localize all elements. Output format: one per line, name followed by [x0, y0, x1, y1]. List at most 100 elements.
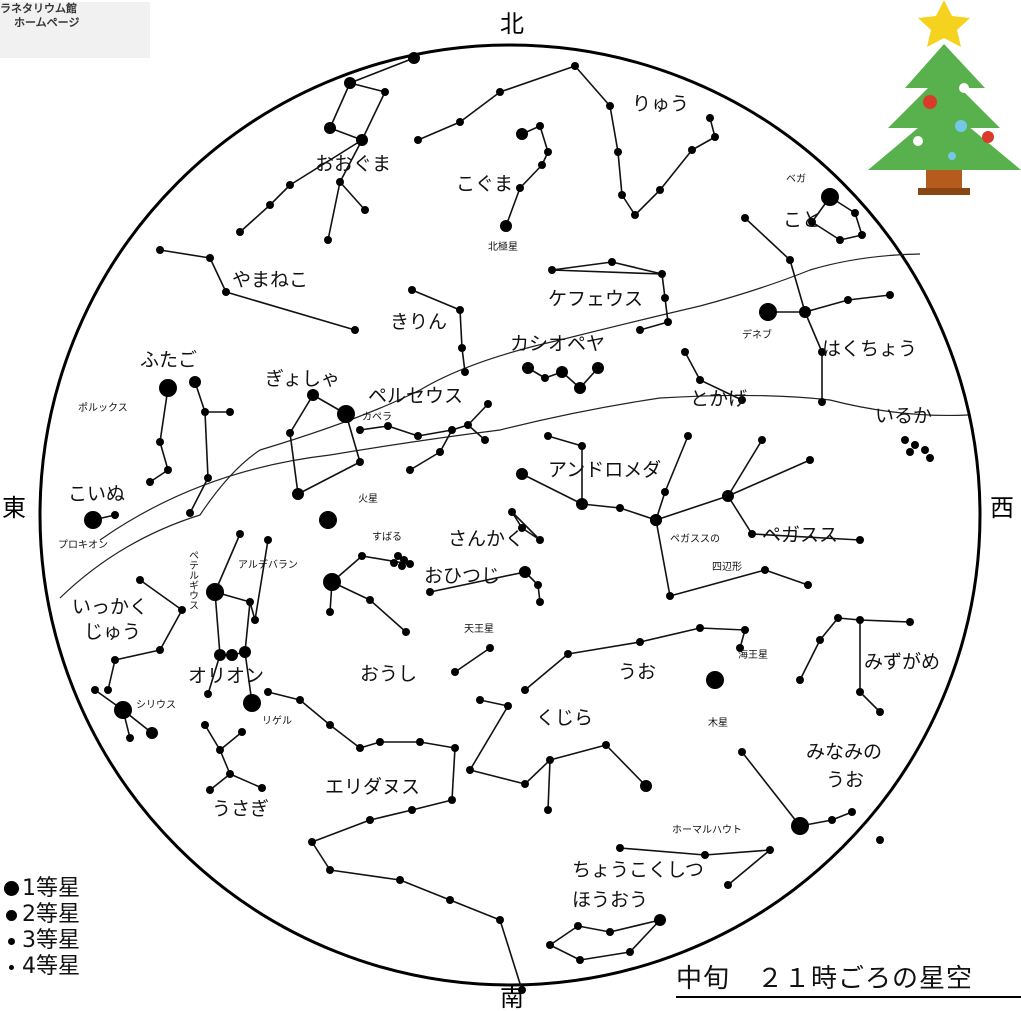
koinu-star — [111, 511, 119, 519]
orion-line — [207, 654, 221, 695]
iruka-star — [926, 454, 934, 462]
label-rigel: リゲル — [262, 715, 292, 727]
label-ryuu: りゅう — [632, 93, 689, 115]
label-ohitsuji: おひつじ — [424, 565, 500, 587]
yamaneko-line — [159, 249, 211, 259]
kirin-star — [461, 368, 469, 376]
uo-star — [696, 624, 704, 632]
oushi-line — [369, 599, 407, 633]
logo: ラネタリウム館 ホームページ — [0, 2, 150, 58]
sirius-group-star — [146, 727, 158, 739]
pegasus-star — [806, 456, 814, 464]
futago-star — [159, 379, 177, 397]
logo-line-1: ラネタリウム館 — [0, 2, 77, 15]
minaminouo-star — [828, 816, 836, 824]
label-square-2: 四辺形 — [712, 561, 742, 573]
koguma-line — [519, 164, 543, 189]
mizugame-star — [876, 708, 884, 716]
futago-star — [226, 408, 234, 416]
pegasus-star — [666, 592, 674, 600]
legend-row-3: 3等星 — [2, 928, 152, 954]
kujira-line — [547, 759, 551, 811]
minaminouo-star — [738, 748, 746, 756]
sirius-group-star — [114, 701, 132, 719]
kirin-star — [456, 306, 464, 314]
uo-line — [567, 641, 641, 655]
uo-star — [564, 650, 572, 658]
futago-line — [159, 441, 169, 471]
orion-star — [204, 690, 212, 698]
ikkaku-star — [178, 606, 186, 614]
mizugame-line — [819, 617, 839, 641]
ohitsuji-star — [426, 588, 434, 596]
sankaku-star — [518, 524, 526, 532]
kirin-line — [459, 309, 463, 349]
perseus-star — [414, 432, 422, 440]
pegasus-line — [727, 439, 763, 497]
label-andromeda: アンドロメダ — [548, 459, 661, 481]
eridanus-star — [451, 744, 459, 752]
pegasus-line — [655, 519, 671, 597]
label-pegasus: ペガスス — [762, 524, 838, 546]
houou-line — [549, 944, 581, 961]
futago-star — [186, 509, 194, 517]
cassiopeia-star — [522, 362, 534, 374]
ryuu-line — [634, 189, 661, 216]
label-minamino-uo: うお — [826, 769, 864, 791]
label-koguma: こぐま — [456, 173, 513, 195]
hakuchou-star — [799, 306, 811, 318]
ooguma-star — [361, 206, 369, 214]
ryuu-line — [499, 65, 576, 93]
legend-label-2: 2等星 — [22, 902, 80, 927]
kujira-star — [640, 780, 652, 792]
ooguma-line — [339, 181, 366, 211]
perseus-line — [387, 425, 419, 437]
cassiopeia-star — [574, 382, 586, 394]
eridanus-star — [376, 738, 384, 746]
mizugame-star — [816, 636, 824, 644]
label-capella: カペラ — [362, 411, 392, 423]
subaru-star — [398, 562, 406, 570]
star-dots — [84, 52, 934, 994]
ooguma-star — [266, 201, 274, 209]
label-subaru: すばる — [372, 531, 402, 543]
perseus-star — [481, 436, 489, 444]
west-label: 西 — [990, 494, 1014, 522]
label-minamino: みなみの — [806, 741, 882, 763]
orion-star — [246, 598, 254, 606]
east-label: 東 — [2, 494, 26, 522]
jupiter-star — [706, 671, 724, 689]
ryuu-star — [456, 118, 464, 126]
cepheus-star — [658, 270, 666, 278]
houou-star — [626, 948, 634, 956]
legend-row-2: 2等星 — [2, 902, 152, 928]
ooguma-line — [329, 82, 351, 129]
ryuu-star — [571, 62, 579, 70]
label-gyosha: ぎょしゃ — [265, 368, 340, 390]
uo-star — [736, 644, 744, 652]
koguma-star — [538, 161, 546, 169]
label-cepheus: ケフェウス — [548, 288, 643, 310]
ryuu-star — [631, 211, 639, 219]
ryuu-line — [574, 65, 611, 107]
pegasus-star — [804, 581, 812, 589]
gyosha-line — [297, 461, 361, 495]
ikkaku-line — [114, 649, 161, 661]
eridanus-star — [366, 816, 374, 824]
label-oushi: おうし — [360, 663, 417, 685]
oushi-star — [358, 552, 366, 560]
magnitude-3-dot-icon — [8, 938, 15, 945]
pegasus-star — [758, 436, 766, 444]
magnitude-1-dot-icon — [4, 881, 19, 896]
usagi-line — [204, 724, 221, 751]
ryuu-star — [614, 148, 622, 156]
ryuu-star — [688, 146, 696, 154]
ikkaku-star — [156, 646, 164, 654]
ohitsuji-star — [519, 566, 531, 578]
hakuchou-star — [741, 214, 749, 222]
usagi-star — [238, 728, 246, 736]
pegasus-star — [761, 566, 769, 574]
pegasus-line — [727, 495, 753, 535]
koguma-star — [516, 128, 528, 140]
sankaku-line — [511, 511, 541, 541]
